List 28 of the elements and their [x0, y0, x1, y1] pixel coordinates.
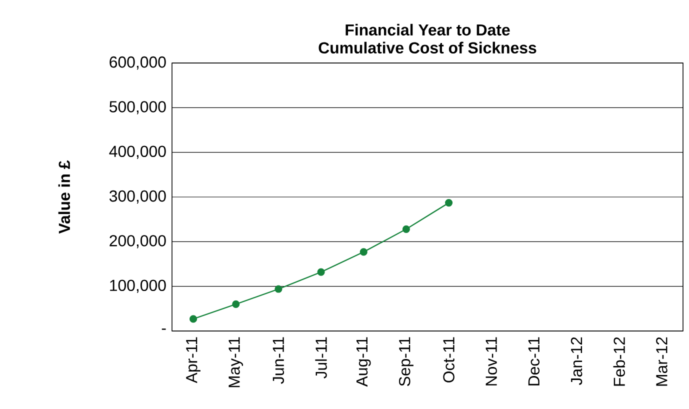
point	[445, 199, 453, 207]
point	[402, 225, 410, 233]
x-tick-label: Jan-12	[570, 337, 582, 385]
y-tick-label: -	[162, 328, 166, 330]
x-tick-label: Sep-11	[399, 337, 414, 386]
point	[360, 248, 368, 256]
point	[317, 268, 325, 276]
x-tick-label: Apr-11	[186, 337, 200, 384]
x-tick-label: Oct-11	[443, 337, 454, 382]
point	[190, 315, 198, 323]
x-tick-label: Aug-11	[356, 337, 371, 387]
y-tick-label: 200,000	[110, 235, 166, 248]
y-tick-label: 300,000	[109, 190, 166, 204]
point	[274, 285, 282, 293]
x-tick-label: May-11	[228, 337, 244, 388]
x-tick-label: Feb-12	[613, 337, 625, 386]
y-tick-label: 400,000	[109, 146, 166, 159]
x-tick-label: Dec-11	[528, 337, 540, 386]
x-tick-label: Jun-11	[272, 337, 284, 384]
chart-title: Financial Year to Date Cumulative Cost of Sickness	[318, 24, 536, 54]
y-tick-label: 100,000	[110, 280, 166, 293]
x-tick-label: Nov-11	[486, 337, 497, 386]
point	[232, 300, 240, 308]
x-tick-label: Mar-12	[656, 337, 668, 386]
y-tick-label: 500,000	[110, 101, 166, 114]
x-tick-label: Jul-11	[315, 337, 327, 378]
y-tick-label: 600,000	[110, 56, 166, 70]
y-axis-title: Value in £	[58, 160, 70, 234]
